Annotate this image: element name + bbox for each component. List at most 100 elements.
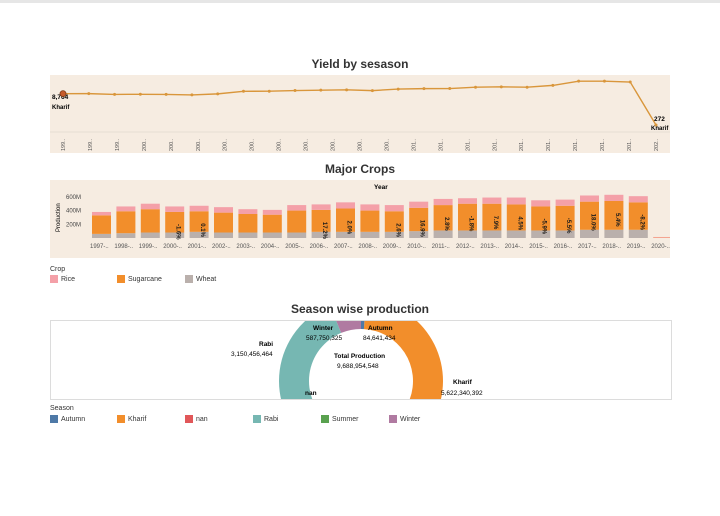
top-border [0,0,720,3]
crops-x-tick-label: 2014-.. [505,244,524,250]
crops-pct-label: 18.0% [590,214,596,232]
yield-point [59,90,67,98]
crops-bar-wheat [531,230,551,238]
yield-point [138,92,142,96]
crops-bar-sugarcane [360,210,380,232]
yield-point [87,92,91,96]
yield-point [293,89,297,93]
crops-x-tick-label: 2005-.. [285,244,304,250]
crops-pct-label: -1.8% [468,216,474,232]
crops-bar-rice [92,211,111,216]
crops-bar-sugarcane [409,207,429,232]
season-legend-title: Season [50,405,74,412]
yield-x-tick-label: 199.. [115,138,121,151]
yield-start-series-label: Kharif [52,105,70,111]
yield-point [396,87,400,91]
yield-x-tick-label: 200.. [223,138,229,151]
crops-x-tick-label: 2011-.. [432,244,451,250]
rabi-value: 3,150,456,464 [231,351,273,358]
legend-item-autumn[interactable]: Autumn [50,415,85,423]
crops-pct-label: 17.2% [321,222,327,240]
yield-x-tick-label: 201.. [411,138,417,151]
legend-item-wheat[interactable]: Wheat [185,275,216,283]
legend-label: Sugarcane [128,275,162,283]
crops-x-tick-label: 1999-.. [139,244,158,250]
crops-bar-rice [458,198,477,204]
crops-bar-rice [482,197,502,204]
legend-swatch [253,415,261,423]
yield-point [241,89,245,93]
legend-item-rice[interactable]: Rice [50,275,75,283]
crops-pct-label: 5.4% [614,213,620,227]
crops-pct-label: 2.8% [443,217,449,231]
crops-bar-rice [360,204,380,211]
crop-legend-title: Crop [50,266,66,273]
crops-x-tick-label: 2006-.. [310,244,329,250]
yield-x-tick-label: 201.. [573,138,579,151]
crops-bar-wheat [384,231,404,238]
crops-bar-sugarcane [604,200,624,230]
yield-end-series-label: Kharif [651,126,669,132]
crops-bar-wheat [458,230,477,238]
crops-bar-sugarcane [433,205,453,231]
crops-bar-rice [262,209,282,215]
crops-bar-sugarcane [140,209,160,233]
yield-point [164,92,168,96]
kharif-value: 5,622,340,392 [441,390,483,397]
legend-item-rabi[interactable]: Rabi [253,415,278,423]
legend-swatch [117,415,125,423]
crops-bar-rice [580,195,599,202]
crops-bar-wheat [336,231,355,238]
yield-point [319,88,323,92]
yield-point [499,85,503,89]
crops-bar-rice [433,198,453,206]
crops-bar-rice [628,196,648,203]
crops-bar-rice [140,203,160,210]
yield-x-tick-label: 200.. [277,138,283,151]
crops-bar-rice [214,207,233,213]
legend-item-nan[interactable]: nan [185,415,208,423]
autumn-value: 84,641,434 [363,335,396,342]
legend-item-winter[interactable]: Winter [389,415,420,423]
crops-pct-label: -5.5% [565,218,571,234]
legend-label: nan [196,415,208,423]
yield-point [577,79,581,83]
crops-bar-rice [653,236,673,238]
crops-bar-sugarcane [92,215,111,234]
crops-bar-wheat [140,232,160,238]
crops-bar-wheat [482,230,502,238]
yield-chart-title: Yield by sesason [311,57,409,71]
nan-label: nan [305,390,317,397]
yield-x-tick-label: 200.. [304,138,310,151]
crops-x-tick-label: 2015-.. [529,244,548,250]
crops-pct-label: -1.6% [175,224,181,240]
yield-point [190,93,194,97]
crops-bar-sugarcane [482,203,502,231]
legend-item-sugarcane[interactable]: Sugarcane [117,275,162,283]
crops-bar-rice [336,202,355,209]
legend-item-kharif[interactable]: Kharif [117,415,146,423]
yield-chart-panel: 8,764 Kharif 272 Kharif 199.. 199.. 199.. 2… [50,75,670,153]
crops-bar-rice [189,205,209,212]
yield-x-tick-label: 200.. [142,138,148,151]
yield-line-chart: 8,764 Kharif 272 Kharif 199.. 199.. 199.. 2… [50,79,670,151]
crops-bar-rice [555,199,575,206]
yield-x-tick-label: 201.. [438,138,444,151]
yield-point [602,79,606,83]
crops-bar-sugarcane [336,208,355,232]
yield-point [370,89,374,93]
crops-y-tick-label: 400M [66,209,81,215]
yield-point [628,80,632,84]
crops-bar-wheat [628,229,648,238]
crops-bar-wheat [409,231,429,238]
donut-slice-autumn [361,321,365,330]
legend-item-summer[interactable]: Summer [321,415,358,423]
yield-x-tick-label: 201.. [546,138,552,151]
crops-bar-sugarcane [287,210,307,233]
yield-end-value-label: 272 [654,116,665,123]
crops-x-tick-label: 1998-.. [114,244,133,250]
yield-x-tick-label: 201.. [492,138,498,151]
crops-bar-sugarcane [384,211,404,232]
crops-bar-wheat [360,231,380,238]
crops-x-tick-label: 2009-.. [383,244,402,250]
